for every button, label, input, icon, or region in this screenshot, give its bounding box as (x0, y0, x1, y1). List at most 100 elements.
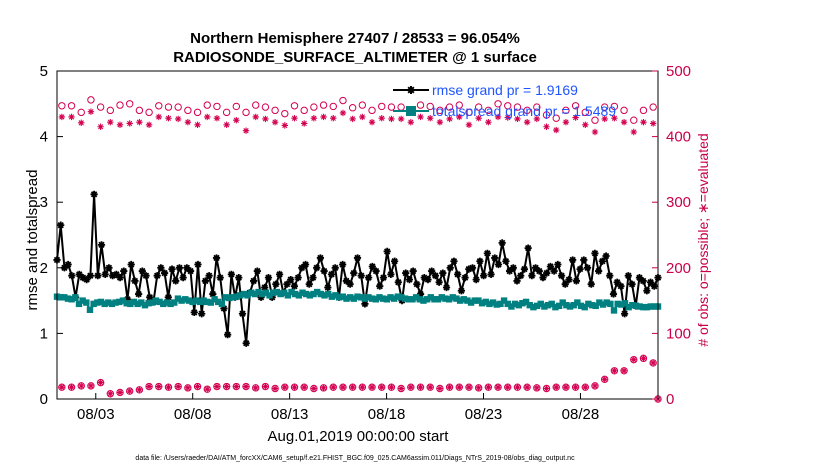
point-obs_evaluated_low-20 (252, 384, 259, 392)
point-totalspread-47 (226, 294, 233, 302)
point-rmse-140 (572, 277, 580, 285)
point-rmse-67-glyph (301, 260, 310, 269)
point-obs_evaluated-28 (330, 115, 337, 122)
point-rmse-105-glyph (442, 283, 451, 292)
axes: 0 1 2 3 4 5 0 100 200 300 400 500 08/03 08/08 08/13 08/… (40, 63, 691, 423)
y2-tick-label-2: 200 (666, 260, 691, 277)
point-rmse-21-glyph (131, 277, 139, 285)
point-rmse-51 (242, 339, 250, 347)
point-rmse-160 (646, 278, 655, 286)
point-totalspread-93 (394, 293, 402, 300)
point-totalspread-126 (515, 301, 522, 309)
point-rmse-149 (606, 272, 614, 280)
point-obs_evaluated-29-glyph (339, 109, 347, 117)
point-rmse-28 (157, 264, 165, 272)
point-obs_evaluated_low-17 (223, 383, 230, 390)
point-totalspread-159 (636, 303, 643, 310)
point-totalspread-89 (379, 295, 387, 302)
point-totalspread-15 (108, 300, 116, 308)
point-rmse-18 (120, 267, 128, 275)
point-rmse-80-glyph (350, 269, 358, 277)
point-obs_evaluated_low-37 (417, 383, 424, 391)
point-rmse-109 (457, 287, 465, 295)
point-totalspread-100 (420, 297, 427, 304)
point-rmse-147 (598, 257, 606, 265)
point-rmse-130 (535, 267, 543, 275)
point-totalspread-127 (519, 300, 526, 307)
point-rmse-128 (528, 272, 536, 280)
point-totalspread-131 (533, 302, 541, 310)
point-obs_evaluated_low-59 (630, 356, 637, 363)
point-rmse-65-glyph (294, 274, 302, 282)
point-rmse-68 (305, 280, 313, 288)
point-totalspread-24 (141, 301, 149, 309)
point-obs_evaluated-38-glyph (427, 115, 434, 122)
point-rmse-65 (294, 274, 302, 282)
x-tick-label-0: 08/03 (77, 406, 115, 423)
point-rmse-73-glyph (324, 283, 332, 292)
point-rmse-101-glyph (428, 267, 436, 275)
point-obs_evaluated_low-38-glyph (427, 383, 434, 391)
point-obs_evaluated-53-glyph (572, 114, 579, 121)
axes-box (56, 70, 659, 400)
point-rmse-103 (435, 278, 443, 286)
point-rmse-161 (650, 282, 658, 290)
point-obs_evaluated_low-56-glyph (601, 376, 608, 383)
point-rmse-130-glyph (535, 267, 543, 275)
point-obs_possible-51 (552, 114, 560, 122)
point-obs_evaluated-25-glyph (300, 120, 308, 127)
point-totalspread-106 (442, 295, 449, 302)
point-rmse-92-glyph (394, 278, 402, 286)
point-totalspread-152 (610, 307, 618, 314)
point-totalspread-40 (200, 297, 207, 304)
point-rmse-155 (628, 280, 636, 288)
point-obs_evaluated-34 (388, 115, 395, 123)
point-rmse-45 (220, 304, 228, 313)
point-obs_evaluated_low-51-glyph (553, 383, 560, 391)
point-obs_possible-41 (455, 101, 463, 109)
point-totalspread-11 (94, 299, 101, 306)
point-totalspread-8 (83, 299, 90, 306)
point-obs_evaluated_low-0 (58, 383, 66, 391)
point-obs_evaluated_low-59-glyph (630, 356, 637, 363)
point-rmse-139 (569, 256, 577, 264)
point-obs_possible-47 (513, 103, 522, 111)
point-obs_evaluated_low-18 (233, 383, 240, 390)
point-rmse-114-glyph (476, 257, 484, 265)
point-obs_evaluated-49-glyph (533, 115, 541, 123)
point-obs_possible-38 (426, 102, 434, 111)
point-rmse-70 (313, 264, 321, 272)
point-obs_evaluated_low-47 (514, 383, 521, 391)
point-obs_evaluated-17 (223, 121, 230, 128)
point-rmse-117 (487, 270, 495, 278)
point-totalspread-65 (292, 290, 299, 298)
point-totalspread-3 (64, 295, 72, 302)
point-rmse-110 (461, 274, 469, 282)
point-rmse-115 (480, 272, 488, 280)
point-obs_possible-57 (610, 102, 619, 111)
point-totalspread-151 (607, 300, 614, 308)
point-obs_evaluated_low-51 (553, 383, 560, 391)
point-rmse-32 (172, 277, 180, 285)
point-rmse-2-glyph (60, 264, 69, 272)
point-rmse-100 (424, 276, 432, 284)
point-rmse-89 (383, 247, 391, 255)
point-rmse-141-glyph (576, 265, 584, 273)
point-totalspread-120 (493, 301, 500, 308)
point-obs_evaluated_low-55-glyph (591, 382, 599, 390)
point-rmse-128-glyph (528, 272, 536, 280)
chart-title: Northern Hemisphere 27407 / 28533 = 96.0… (190, 30, 520, 47)
point-rmse-123-glyph (509, 264, 517, 272)
point-obs_evaluated-23-glyph (281, 122, 288, 129)
point-rmse-82 (357, 272, 365, 280)
point-obs_evaluated_low-2 (78, 382, 85, 390)
point-rmse-98 (416, 290, 425, 298)
point-obs_evaluated_low-42-glyph (465, 383, 473, 391)
point-obs_possible-54 (581, 108, 589, 117)
point-rmse-151 (613, 278, 621, 286)
point-obs_evaluated-60 (640, 118, 647, 126)
point-totalspread-157 (629, 301, 636, 309)
point-rmse-132 (543, 269, 551, 277)
point-obs_evaluated_low-30 (349, 383, 356, 391)
